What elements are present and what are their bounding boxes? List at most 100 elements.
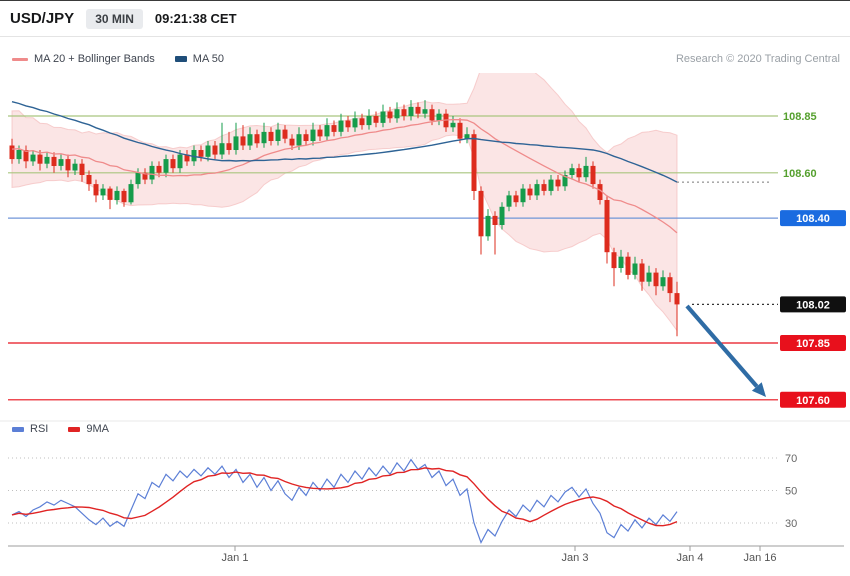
candle [135, 172, 141, 185]
candle [352, 118, 358, 128]
legend-item-ma50: MA 50 [174, 53, 224, 65]
candle [653, 272, 659, 287]
candle [79, 163, 85, 175]
candle [569, 168, 575, 175]
candle [303, 134, 309, 141]
candle [583, 165, 589, 178]
candle [331, 125, 337, 132]
rsi-tick-label: 70 [785, 453, 797, 465]
price-tag-label: 108.40 [796, 213, 830, 225]
candle [394, 109, 400, 119]
candle [576, 168, 582, 178]
x-axis-label: Jan 4 [677, 552, 704, 564]
candle [51, 156, 57, 166]
x-axis-label: Jan 16 [743, 552, 776, 564]
candle [478, 190, 484, 237]
candle [289, 138, 295, 146]
price-tags-layer: 108.85 108.60 108.40 108.02 107.85 107.60 [780, 111, 846, 408]
candle [44, 156, 50, 164]
candle [114, 190, 120, 200]
nine-ma-swatch-icon [68, 426, 81, 432]
candle [23, 150, 29, 162]
candle [373, 116, 379, 123]
candle [58, 159, 64, 166]
candle [261, 131, 267, 144]
candle [219, 143, 225, 155]
candle [485, 215, 491, 237]
candle [436, 113, 442, 121]
candle [205, 145, 211, 157]
candle [65, 159, 71, 171]
candle [401, 109, 407, 116]
price-tag-107.60 [780, 391, 846, 408]
legend-item-rsi: RSI [12, 423, 48, 435]
candle [212, 145, 218, 155]
price-tag-label: 108.02 [796, 299, 830, 311]
candle [16, 150, 22, 160]
candle [415, 106, 421, 114]
candle [548, 179, 554, 191]
candle [198, 150, 204, 157]
trend-arrow-shaft [685, 304, 759, 388]
candle [520, 188, 526, 203]
candle [639, 263, 645, 282]
price-tag-107.85 [780, 335, 846, 351]
candle [604, 200, 610, 253]
header: USD/JPY 30 MIN 09:21:38 CET [0, 1, 850, 37]
candle [317, 129, 323, 137]
candle [464, 134, 470, 139]
symbol-title: USD/JPY [10, 10, 75, 27]
rsi-line [11, 458, 678, 544]
candle [149, 165, 155, 180]
copyright-credit: Research © 2020 Trading Central [675, 53, 840, 65]
candle [184, 154, 190, 162]
candle [233, 136, 239, 150]
timeframe-badge: 30 MIN [86, 8, 143, 29]
candle [597, 184, 603, 200]
candle [408, 106, 414, 116]
legend-label-rsi: RSI [30, 423, 49, 435]
candle [9, 145, 15, 160]
candle [177, 154, 183, 169]
candle [37, 154, 43, 164]
candle [338, 120, 344, 132]
candle [72, 163, 78, 171]
candle [366, 116, 372, 126]
candle [625, 256, 631, 275]
candle [86, 175, 92, 185]
candle [345, 120, 351, 128]
candle [611, 252, 617, 269]
candle [457, 122, 463, 139]
trend-arrow-head [751, 382, 766, 397]
candle [142, 172, 148, 180]
price-tag-label: 107.60 [796, 395, 830, 407]
candle [359, 118, 365, 126]
legend-item-9ma: 9MA [68, 423, 109, 435]
candle [632, 263, 638, 275]
candle [107, 188, 113, 200]
price-level-label: 108.85 [783, 111, 817, 123]
candle [513, 195, 519, 203]
candle [93, 184, 99, 196]
rsi-9ma-line [11, 467, 678, 527]
candle [506, 195, 512, 207]
candle [646, 272, 652, 282]
candle [324, 125, 330, 137]
candle [471, 134, 477, 191]
candle [170, 159, 176, 169]
candle [422, 109, 428, 114]
legend-label-ma50: MA 50 [192, 53, 224, 65]
x-axis-layer: Jan 1 Jan 3 Jan 4 Jan 16 [8, 545, 844, 564]
candle [240, 136, 246, 146]
rsi-tick-label: 50 [785, 486, 797, 498]
price-tag-108.40 [780, 210, 846, 227]
ma50-line [11, 101, 678, 183]
candle [100, 188, 106, 196]
candle [618, 256, 624, 268]
candle [163, 159, 169, 173]
candle [30, 154, 36, 162]
price-tag-label: 107.85 [796, 338, 830, 350]
rsi-legend: RSI 9MA [12, 423, 109, 435]
